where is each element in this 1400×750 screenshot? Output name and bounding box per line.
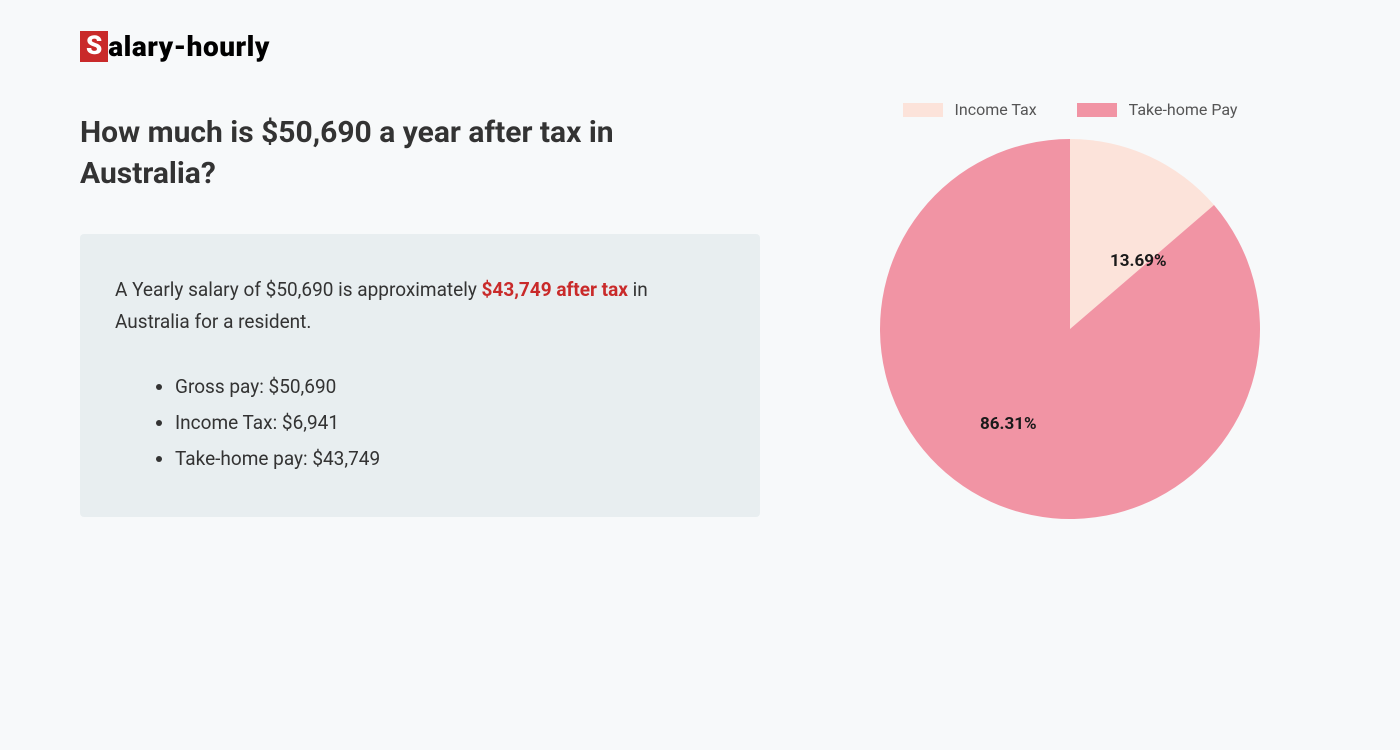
legend-swatch xyxy=(903,103,943,117)
chart-legend: Income Tax Take-home Pay xyxy=(903,100,1238,119)
site-logo: Salary-hourly xyxy=(80,30,760,63)
legend-swatch xyxy=(1077,103,1117,117)
pie-slice-label-income-tax: 13.69% xyxy=(1110,251,1167,271)
left-content: Salary-hourly How much is $50,690 a year… xyxy=(80,30,760,519)
summary-paragraph: A Yearly salary of $50,690 is approximat… xyxy=(115,274,725,339)
list-item: Take-home pay: $43,749 xyxy=(175,441,725,477)
summary-highlight: $43,749 after tax xyxy=(482,278,628,301)
pie-svg xyxy=(880,139,1260,519)
legend-item-takehome: Take-home Pay xyxy=(1077,100,1238,119)
list-item: Income Tax: $6,941 xyxy=(175,405,725,441)
logo-s-mark: S xyxy=(80,31,108,62)
list-item: Gross pay: $50,690 xyxy=(175,369,725,405)
logo-text: alary-hourly xyxy=(108,30,270,63)
legend-label: Take-home Pay xyxy=(1129,100,1238,119)
summary-info-box: A Yearly salary of $50,690 is approximat… xyxy=(80,234,760,517)
breakdown-list: Gross pay: $50,690 Income Tax: $6,941 Ta… xyxy=(115,369,725,477)
legend-label: Income Tax xyxy=(955,100,1037,119)
pie-slice-label-takehome: 86.31% xyxy=(980,414,1037,434)
legend-item-income-tax: Income Tax xyxy=(903,100,1037,119)
summary-prefix: A Yearly salary of $50,690 is approximat… xyxy=(115,278,482,301)
chart-section: Income Tax Take-home Pay 13.69% 86.31% xyxy=(820,30,1320,519)
page-title: How much is $50,690 a year after tax in … xyxy=(80,113,680,194)
pie-chart: 13.69% 86.31% xyxy=(880,139,1260,519)
